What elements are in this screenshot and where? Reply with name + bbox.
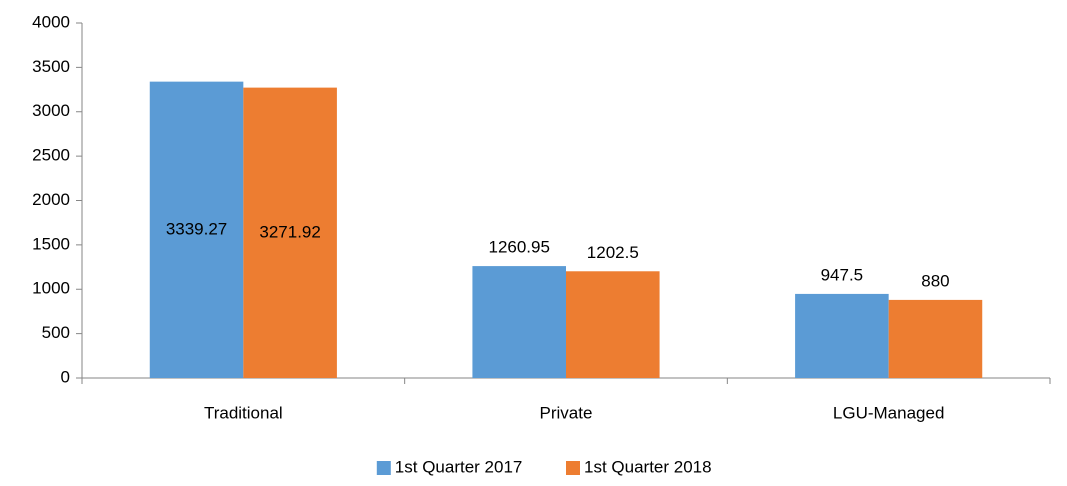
y-tick-label: 2500 [32,146,70,165]
bar [472,266,566,378]
legend-swatch [376,461,391,475]
bar [149,81,244,379]
legend-label: 1st Quarter 2017 [395,457,523,476]
data-label: 947.5 [821,265,864,284]
y-tick-label: 3000 [32,101,70,120]
y-tick-label: 3500 [32,57,70,76]
y-tick-label: 4000 [32,12,70,31]
data-label: 3271.92 [259,222,320,241]
x-tick-label: LGU-Managed [833,403,945,422]
bar [795,293,889,378]
y-tick-label: 1000 [32,279,70,298]
legend-label: 1st Quarter 2018 [584,457,712,476]
y-tick-label: 2000 [32,190,70,209]
data-label: 1260.95 [488,238,549,257]
bar [888,299,983,378]
x-tick-label: Private [540,403,593,422]
x-tick-label: Traditional [204,403,283,422]
legend-swatch [566,461,580,475]
data-label: 1202.5 [587,243,639,262]
bar [243,87,337,379]
data-label: 880 [921,271,949,290]
y-tick-label: 500 [42,323,70,342]
y-tick-label: 1500 [32,234,70,253]
bar [566,271,660,378]
data-label: 3339.27 [166,219,227,238]
y-tick-label: 0 [61,367,70,386]
